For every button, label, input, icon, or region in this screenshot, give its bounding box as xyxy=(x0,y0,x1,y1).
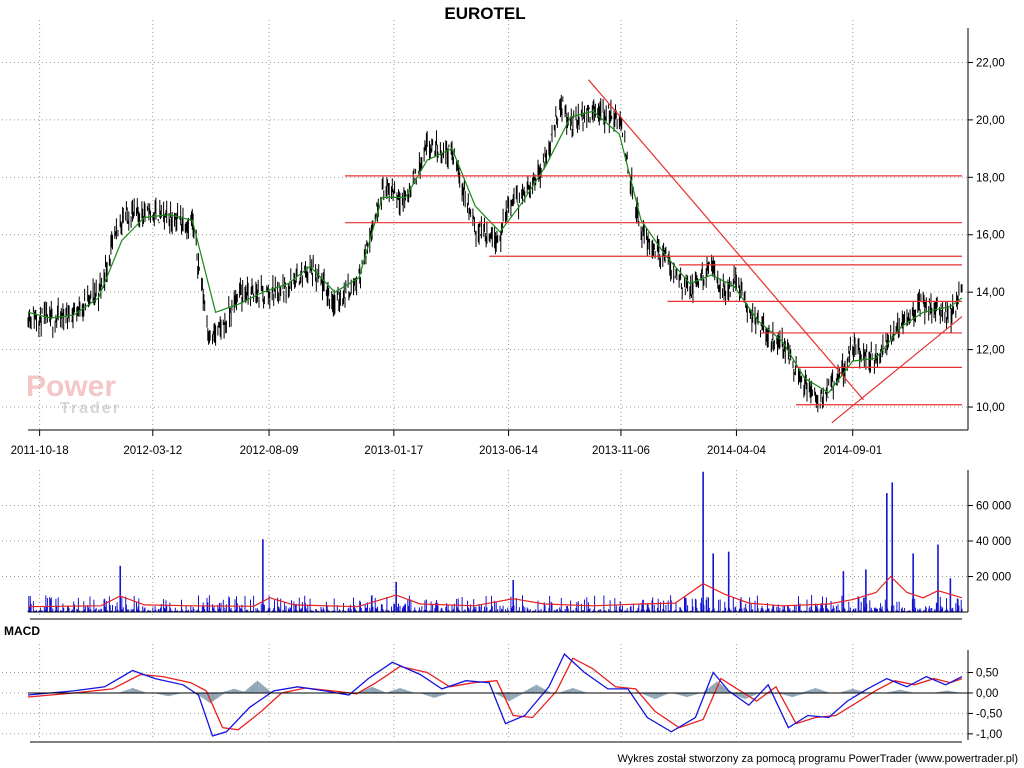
price-series xyxy=(27,110,963,394)
macd-y-tick-label: 0,50 xyxy=(976,668,998,680)
price-y-tick-label: 22,00 xyxy=(976,57,1005,69)
price-y-tick-label: 12,00 xyxy=(976,345,1005,357)
price-y-tick-label: 10,00 xyxy=(976,402,1005,414)
price-y-tick-label: 14,00 xyxy=(976,287,1005,299)
trend-lines xyxy=(345,79,963,424)
price-x-tick-label: 2013-11-06 xyxy=(592,445,650,457)
moving-average-line xyxy=(27,110,963,394)
price-x-tick-label: 2014-09-01 xyxy=(823,445,882,457)
macd-y-tick-label: 0,00 xyxy=(976,688,998,700)
price-y-tick-label: 20,00 xyxy=(976,115,1005,127)
price-x-tick-label: 2012-03-12 xyxy=(123,445,182,457)
volume-y-tick-label: 60 000 xyxy=(976,501,1011,513)
macd-signal-line xyxy=(27,657,963,731)
price-x-tick-label: 2013-06-14 xyxy=(479,445,538,457)
volume-grid xyxy=(2,470,968,618)
volume-average xyxy=(27,575,963,608)
trend-line xyxy=(587,79,865,401)
axes xyxy=(28,28,969,743)
volume-average-line xyxy=(27,575,963,608)
price-x-tick-label: 2013-01-17 xyxy=(364,445,423,457)
price-x-ticks: 2011-10-18 2012-03-12 2012-08-09 2013-01-17… xyxy=(11,430,882,457)
macd-y-ticks: 0,50 0,00 -0,50 -1,00 xyxy=(968,668,1002,741)
macd-series xyxy=(27,653,963,737)
macd-panel-title: MACD xyxy=(4,624,40,638)
price-y-tick-label: 16,00 xyxy=(976,230,1005,242)
chart-title: EUROTEL xyxy=(444,4,525,23)
trend-line xyxy=(831,316,963,424)
price-grid xyxy=(2,20,968,430)
footer-credit: Wykres został stworzony za pomocą progra… xyxy=(617,753,1018,765)
macd-y-tick-label: -1,00 xyxy=(976,729,1002,741)
watermark-power: Power xyxy=(26,370,116,403)
macd-y-tick-label: -0,50 xyxy=(976,708,1002,720)
watermark-trader: Trader xyxy=(60,400,121,417)
macd-line xyxy=(27,653,963,737)
price-x-tick-label: 2012-08-09 xyxy=(240,445,299,457)
volume-y-ticks: 20 000 40 000 60 000 xyxy=(968,501,1011,584)
watermark: Power Trader xyxy=(26,370,121,417)
price-x-tick-label: 2011-10-18 xyxy=(11,445,69,457)
volume-y-tick-label: 20 000 xyxy=(976,572,1011,584)
volume-y-tick-label: 40 000 xyxy=(976,536,1011,548)
price-y-tick-label: 18,00 xyxy=(976,172,1005,184)
price-x-tick-label: 2014-04-04 xyxy=(707,445,766,457)
price-y-ticks: 10,00 12,00 14,00 16,00 18,00 20,00 22,00 xyxy=(968,57,1005,414)
